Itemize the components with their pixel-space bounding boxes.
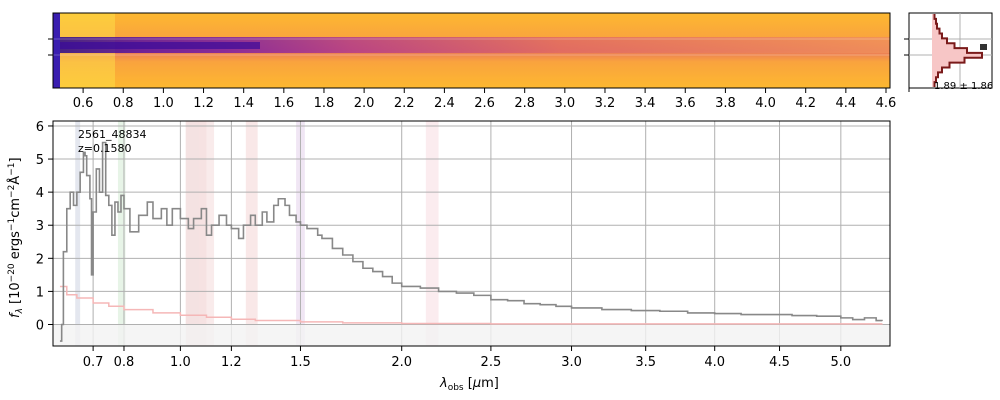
profile-annotation: 1.89 ± 1.86 [934, 81, 993, 92]
profile-peak-marker [980, 44, 987, 50]
heatmap-blue-edge [53, 13, 60, 88]
spectrum-1d-panel: 0.7 0.8 1.0 1.2 1.5 2.0 2.5 3.0 3.5 4.0 4.5 5.0 0 1 2… [7, 120, 891, 393]
ytick-label-3: 3 [36, 219, 44, 234]
profile-panel: 1.89 ± 1.86 [904, 12, 993, 92]
xtick-label-4.0: 4.0 [704, 355, 725, 370]
xtick-label-1.5: 1.5 [290, 355, 311, 370]
heatmap-xtick-label-3.6: 3.6 [675, 96, 696, 111]
flux-spectrum-line [59, 141, 883, 342]
xtick-label-2.5: 2.5 [481, 355, 502, 370]
heatmap-xtick-label-1.0: 1.0 [153, 96, 174, 111]
heatmap-x-ticks: 0.6 0.8 1.0 1.2 1.4 1.6 1.8 2.0 2.2 2.4 2.6 2.8 3.0 3… [73, 88, 897, 111]
x-axis-label: λobs [μm] [439, 376, 499, 393]
heatmap-xtick-label-4.0: 4.0 [755, 96, 776, 111]
line-band-6 [425, 121, 439, 346]
heatmap-frame [52, 12, 891, 89]
heatmap-xtick-label-1.8: 1.8 [314, 96, 335, 111]
xtick-label-5.0: 5.0 [830, 355, 851, 370]
ytick-label-2: 2 [36, 252, 44, 267]
error-spectrum-line [59, 285, 883, 325]
heatmap-trace-core [60, 42, 260, 49]
heatmap-xtick-label-0.8: 0.8 [113, 96, 134, 111]
heatmap-xtick-label-2.4: 2.4 [434, 96, 455, 111]
ytick-label-1: 1 [36, 285, 44, 300]
xtick-label-4.5: 4.5 [769, 355, 790, 370]
heatmap-xtick-label-1.4: 1.4 [233, 96, 254, 111]
redshift-label: z=0.1580 [78, 142, 131, 155]
heatmap-xtick-label-3.4: 3.4 [635, 96, 656, 111]
ytick-label-6: 6 [36, 120, 44, 135]
grid-lines [53, 121, 890, 346]
heatmap-xtick-label-0.6: 0.6 [73, 96, 94, 111]
heatmap-xtick-label-2.2: 2.2 [394, 96, 415, 111]
profile-fill [932, 14, 982, 87]
xtick-label-2.0: 2.0 [391, 355, 412, 370]
spectrum-2d-panel: 0.6 0.8 1.0 1.2 1.4 1.6 1.8 2.0 2.2 2.4 2.6 2.8 3.0 3… [48, 12, 897, 111]
heatmap-xtick-label-4.2: 4.2 [795, 96, 816, 111]
line-band-0 [75, 121, 81, 346]
heatmap-trace [60, 37, 890, 53]
ytick-label-0: 0 [36, 318, 44, 333]
line-band-1 [117, 121, 126, 346]
heatmap-xtick-label-2.8: 2.8 [514, 96, 535, 111]
heatmap-xtick-label-2.6: 2.6 [474, 96, 495, 111]
heatmap-xtick-label-4.6: 4.6 [876, 96, 897, 111]
y-axis-ticks: 0 1 2 3 4 5 6 [36, 120, 53, 333]
xtick-label-0.7: 0.7 [83, 355, 104, 370]
heatmap-xtick-label-3.2: 3.2 [595, 96, 616, 111]
heatmap-xtick-label-1.2: 1.2 [193, 96, 214, 111]
ytick-label-5: 5 [36, 153, 44, 168]
xtick-label-3.5: 3.5 [635, 355, 656, 370]
profile-line [933, 14, 983, 87]
heatmap-xtick-label-1.6: 1.6 [273, 96, 294, 111]
ytick-label-4: 4 [36, 186, 44, 201]
heatmap-xtick-label-3.8: 3.8 [715, 96, 736, 111]
line-band-4 [245, 121, 258, 346]
y-axis-label: fλ [10−20 ergs−1cm−2Å−1] [7, 157, 25, 318]
xtick-label-0.8: 0.8 [114, 355, 135, 370]
heatmap-xtick-label-4.4: 4.4 [835, 96, 856, 111]
heatmap-xtick-label-2.0: 2.0 [354, 96, 375, 111]
heatmap-xtick-label-3.0: 3.0 [554, 96, 575, 111]
xtick-label-1.2: 1.2 [221, 355, 242, 370]
x-axis-ticks: 0.7 0.8 1.0 1.2 1.5 2.0 2.5 3.0 3.5 4.0 4.5 5.0 [83, 346, 851, 370]
xtick-label-3.0: 3.0 [561, 355, 582, 370]
plot-frame [52, 120, 891, 347]
xtick-label-1.0: 1.0 [170, 355, 191, 370]
negative-region [53, 325, 890, 346]
object-id-label: 2561_48834 [78, 128, 147, 141]
